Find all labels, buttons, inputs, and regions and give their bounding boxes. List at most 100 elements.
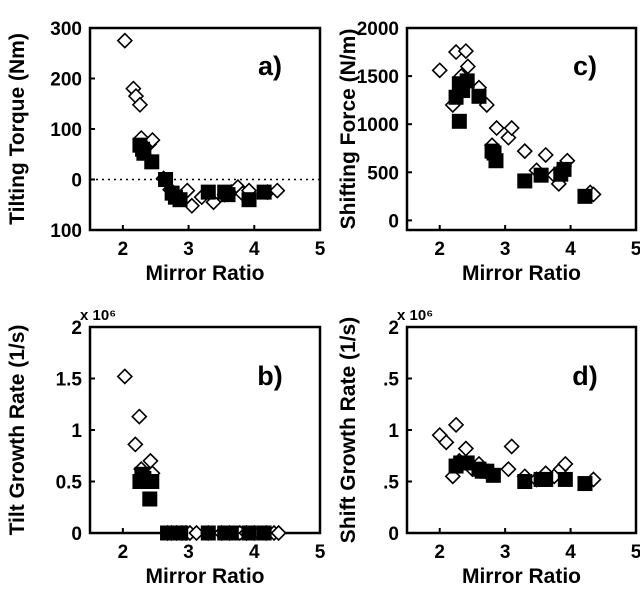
data-point-diamond xyxy=(503,119,520,137)
x-tick-label: 3 xyxy=(183,239,194,260)
y-axis-label: Tilt Growth Rate (1/s) xyxy=(6,325,29,536)
data-point-square xyxy=(220,187,236,203)
data-point-square xyxy=(451,113,467,129)
data-point-square xyxy=(459,73,475,89)
data-point-diamond xyxy=(447,416,465,433)
y-axis-label: Tilting Torque (Nm) xyxy=(6,33,29,225)
y-tick-label: 1 xyxy=(388,421,399,442)
data-point-square xyxy=(142,491,158,507)
series-square xyxy=(448,455,593,492)
x-tick-label: 4 xyxy=(565,542,576,563)
y-tick-label: 0 xyxy=(388,211,399,232)
data-point-square xyxy=(158,172,174,187)
data-point-square xyxy=(517,173,533,189)
x-tick-label: 5 xyxy=(315,542,326,563)
y-tick-label: 1.5 xyxy=(56,370,83,391)
plot-frame xyxy=(405,26,638,232)
data-point-square xyxy=(533,167,549,183)
plot-frame xyxy=(88,325,322,535)
data-point-square xyxy=(256,525,272,541)
panel-label: c) xyxy=(573,51,597,81)
data-point-diamond xyxy=(131,96,149,113)
data-point-square xyxy=(517,474,533,489)
x-tick-label: 2 xyxy=(434,239,445,260)
y-tick-label: 1 xyxy=(71,421,82,442)
x-axis-label: Mirror Ratio xyxy=(462,565,581,588)
y-tick-label: 0 xyxy=(388,524,399,545)
y-tick-label: 200 xyxy=(50,70,82,91)
x-tick-label: 4 xyxy=(565,239,576,260)
panel-c: 2 3 4 5 0 500 1000 1500 2000 Mirror Ratio Shifting… xyxy=(337,19,640,285)
data-point-square xyxy=(485,467,501,483)
y-tick-label: 300 xyxy=(50,19,82,40)
data-point-square xyxy=(538,471,554,487)
y-tick-label: 0 xyxy=(71,171,82,192)
panel-label: d) xyxy=(572,361,597,391)
data-point-diamond xyxy=(488,119,505,137)
y-tick-label: 2000 xyxy=(357,19,399,40)
data-point-diamond xyxy=(557,455,574,473)
data-point-square xyxy=(488,153,504,169)
data-point-square xyxy=(577,476,593,492)
series-diamond xyxy=(116,368,287,542)
y-tick-label: 0 xyxy=(71,524,82,545)
data-point-square xyxy=(144,154,160,170)
y-tick-label: 1000 xyxy=(357,115,399,136)
y-tick-label: .5 xyxy=(383,473,399,494)
y-tick-label: 1500 xyxy=(357,67,399,88)
panel-d: 2 3 4 5 0 .5 1 .5 2 Mirror Ratio Shift Growth Rate… xyxy=(337,307,640,588)
data-point-square xyxy=(241,192,257,208)
data-point-square xyxy=(556,161,572,177)
data-point-diamond xyxy=(127,436,144,453)
data-point-square xyxy=(557,471,573,487)
data-point-square xyxy=(256,184,272,200)
data-point-diamond xyxy=(516,142,533,160)
x-tick-label: 3 xyxy=(183,542,194,563)
series-diamond xyxy=(431,416,602,488)
data-point-square xyxy=(241,525,257,541)
y-axis-label: Shifting Force (N/m) xyxy=(337,29,360,230)
data-point-diamond xyxy=(537,146,554,164)
y-axis-label: Shift Growth Rate (1/s) xyxy=(337,317,360,543)
y-tick-label: 500 xyxy=(367,163,399,184)
y-tick-label: 100 xyxy=(50,221,82,242)
series-square xyxy=(132,137,272,208)
data-point-diamond xyxy=(500,461,517,478)
data-point-square xyxy=(200,525,216,541)
data-point-diamond xyxy=(438,434,455,451)
y-tick-label: .5 xyxy=(383,370,399,391)
data-point-diamond xyxy=(457,440,475,457)
data-point-diamond xyxy=(131,408,148,425)
data-point-square xyxy=(577,188,593,204)
data-point-diamond xyxy=(503,438,520,455)
x-tick-label: 2 xyxy=(434,542,445,563)
data-point-diamond xyxy=(431,62,448,79)
x-tick-label: 5 xyxy=(631,239,640,260)
axis-multiplier: x 10⁶ xyxy=(80,307,116,324)
x-tick-label: 4 xyxy=(249,542,260,563)
x-axis-label: Mirror Ratio xyxy=(145,565,264,588)
x-axis-label: Mirror Ratio xyxy=(462,262,581,285)
data-point-diamond xyxy=(270,524,287,542)
panel-label: b) xyxy=(257,361,282,391)
x-tick-label: 3 xyxy=(500,239,511,260)
x-tick-label: 5 xyxy=(631,542,640,563)
data-point-diamond xyxy=(457,42,475,60)
x-tick-label: 2 xyxy=(118,239,129,260)
x-tick-label: 2 xyxy=(118,542,129,563)
data-point-square xyxy=(173,525,189,541)
data-point-square xyxy=(144,474,160,489)
x-axis-label: Mirror Ratio xyxy=(145,262,264,285)
x-tick-label: 3 xyxy=(500,542,511,563)
x-tick-label: 4 xyxy=(249,239,260,260)
y-tick-label: 100 xyxy=(50,120,82,141)
y-tick-label: 2 xyxy=(388,318,399,339)
data-point-square xyxy=(172,192,188,208)
panel-b: 2 3 4 5 0 0.5 1 1.5 2 Mirror Ratio Tilt Growth Rat… xyxy=(6,307,326,588)
data-point-square xyxy=(471,88,487,104)
x-tick-label: 5 xyxy=(315,239,326,260)
data-point-square xyxy=(223,525,239,541)
y-tick-label: 0.5 xyxy=(56,473,83,494)
y-tick-label: 2 xyxy=(71,318,82,339)
